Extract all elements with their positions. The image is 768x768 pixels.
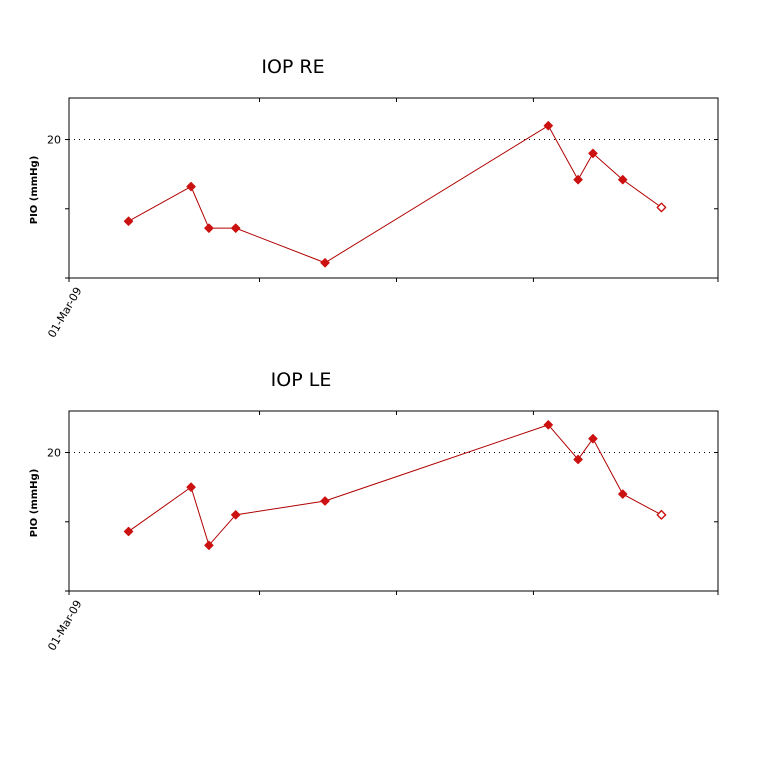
series-line bbox=[128, 424, 662, 547]
data-point bbox=[543, 120, 554, 131]
chart-panel-1: IOP RE 20 PIO (mmHg) 01-Mar-09 bbox=[29, 56, 719, 340]
data-point bbox=[231, 510, 241, 520]
data-point bbox=[123, 216, 134, 226]
data-point bbox=[320, 496, 330, 506]
series-line bbox=[128, 124, 662, 264]
y-axis-label: PIO (mmHg) bbox=[29, 469, 40, 538]
data-point bbox=[656, 202, 667, 213]
y-tick-label: 20 bbox=[47, 134, 61, 147]
y-tick-label: 20 bbox=[47, 447, 61, 460]
data-point bbox=[186, 482, 196, 492]
data-point bbox=[573, 174, 583, 185]
data-point bbox=[656, 509, 667, 520]
data-point bbox=[320, 258, 330, 268]
data-point bbox=[204, 223, 214, 233]
x-tick-label: 01-Mar-09 bbox=[45, 598, 84, 653]
chart-panel-2: IOP LE 20 PIO (mmHg) 01-Mar-09 bbox=[29, 369, 719, 653]
data-point bbox=[618, 489, 628, 499]
data-point bbox=[588, 433, 598, 444]
chart-title: IOP LE bbox=[271, 369, 332, 391]
data-point bbox=[543, 420, 554, 430]
plot-frame bbox=[68, 410, 719, 592]
data-point bbox=[186, 181, 196, 192]
data-point bbox=[204, 540, 214, 551]
data-point bbox=[588, 148, 598, 159]
plot-frame bbox=[68, 97, 719, 279]
x-tick-label: 01-Mar-09 bbox=[45, 285, 84, 340]
data-point bbox=[231, 223, 241, 233]
data-point bbox=[573, 454, 583, 465]
data-point bbox=[123, 526, 134, 537]
chart-title: IOP RE bbox=[261, 56, 324, 78]
y-axis-label: PIO (mmHg) bbox=[29, 156, 40, 225]
data-point bbox=[618, 174, 628, 185]
